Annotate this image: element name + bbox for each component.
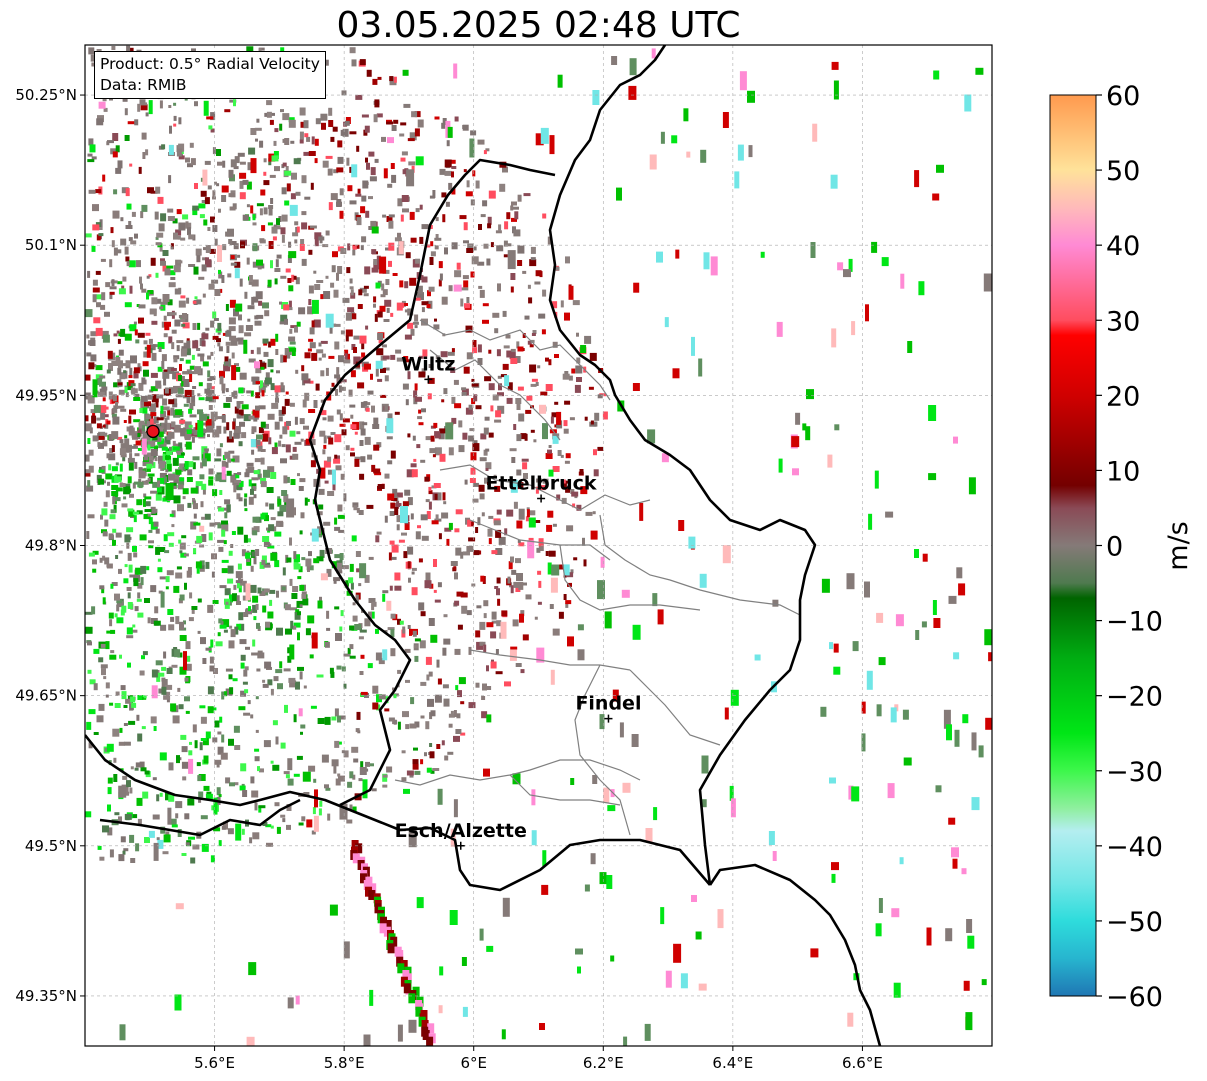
colorbar-tick-label: −30 bbox=[1106, 757, 1163, 788]
city-label: Ettelbruck bbox=[486, 472, 597, 494]
colorbar-tick-label: 20 bbox=[1106, 381, 1140, 412]
lon-tick-label: 6.2°E bbox=[583, 1054, 624, 1072]
lat-tick-label: 50.1°N bbox=[25, 236, 77, 254]
lon-tick-label: 6.4°E bbox=[712, 1054, 753, 1072]
colorbar-tick-label: −40 bbox=[1106, 832, 1163, 863]
lat-tick-label: 49.8°N bbox=[25, 537, 77, 555]
country-borders bbox=[85, 45, 882, 1046]
lat-tick-label: 50.25°N bbox=[15, 86, 77, 104]
product-label: Product: 0.5° Radial Velocity bbox=[100, 55, 320, 73]
colorbar-tick-label: 30 bbox=[1106, 306, 1140, 337]
lat-tick-label: 49.5°N bbox=[25, 837, 77, 855]
canton-boundaries bbox=[394, 319, 801, 836]
city-marker bbox=[456, 841, 465, 850]
city-marker bbox=[604, 714, 613, 723]
colorbar-label: m/s bbox=[1163, 521, 1194, 570]
city-label: Findel bbox=[575, 693, 641, 715]
colorbar-ticks: 60 50 40 30 20 10 0 −10 −20 −30 −40 −50 −60 bbox=[1096, 81, 1163, 1013]
velocity-echoes bbox=[85, 45, 992, 1046]
lat-tick-label: 49.95°N bbox=[15, 386, 77, 404]
colorbar-tick-label: −10 bbox=[1106, 607, 1163, 638]
lat-tick-label: 49.35°N bbox=[15, 987, 77, 1005]
colorbar-tick-label: 10 bbox=[1106, 456, 1140, 487]
colorbar-tick-label: 0 bbox=[1106, 532, 1123, 563]
data-source-label: Data: RMIB bbox=[100, 76, 187, 94]
radar-site-marker bbox=[146, 424, 160, 439]
colorbar-tick-label: 40 bbox=[1106, 231, 1140, 262]
city-label: Esch/Alzette bbox=[395, 820, 527, 842]
colorbar-ramp bbox=[1049, 94, 1097, 997]
city-marker bbox=[537, 494, 546, 503]
colorbar-tick-label: 60 bbox=[1106, 81, 1140, 112]
colorbar-tick-label: −20 bbox=[1106, 682, 1163, 713]
colorbar-tick-label: 50 bbox=[1106, 156, 1140, 187]
lat-tick-label: 49.65°N bbox=[15, 687, 77, 705]
lon-tick-label: 5.6°E bbox=[194, 1054, 235, 1072]
lon-tick-label: 6°E bbox=[460, 1054, 487, 1072]
colorbar-tick-label: −60 bbox=[1106, 982, 1163, 1013]
borders bbox=[85, 45, 882, 1046]
map-title: 03.05.2025 02:48 UTC bbox=[336, 5, 741, 46]
city-marker bbox=[424, 375, 433, 384]
lon-tick-label: 5.8°E bbox=[324, 1054, 365, 1072]
colorbar-tick-label: −50 bbox=[1106, 907, 1163, 938]
lon-tick-label: 6.6°E bbox=[842, 1054, 883, 1072]
velocity-colorbar: 60 50 40 30 20 10 0 −10 −20 −30 −40 −50 −60 m/s bbox=[1049, 81, 1194, 1013]
radar-map: 5.6°E 5.8°E 6°E 6.2°E 6.4°E 6.6°E 49.35°N 49.5°… bbox=[15, 44, 993, 1072]
axis-ticks: 5.6°E 5.8°E 6°E 6.2°E 6.4°E 6.6°E 49.35°N 49.5°… bbox=[15, 86, 883, 1072]
city-labels: Wiltz Ettelbruck Findel Esch/Alzette bbox=[395, 353, 641, 850]
gridlines bbox=[85, 45, 992, 1046]
product-info-box: Product: 0.5° Radial Velocity Data: RMIB bbox=[94, 51, 326, 99]
city-label: Wiltz bbox=[401, 353, 455, 375]
